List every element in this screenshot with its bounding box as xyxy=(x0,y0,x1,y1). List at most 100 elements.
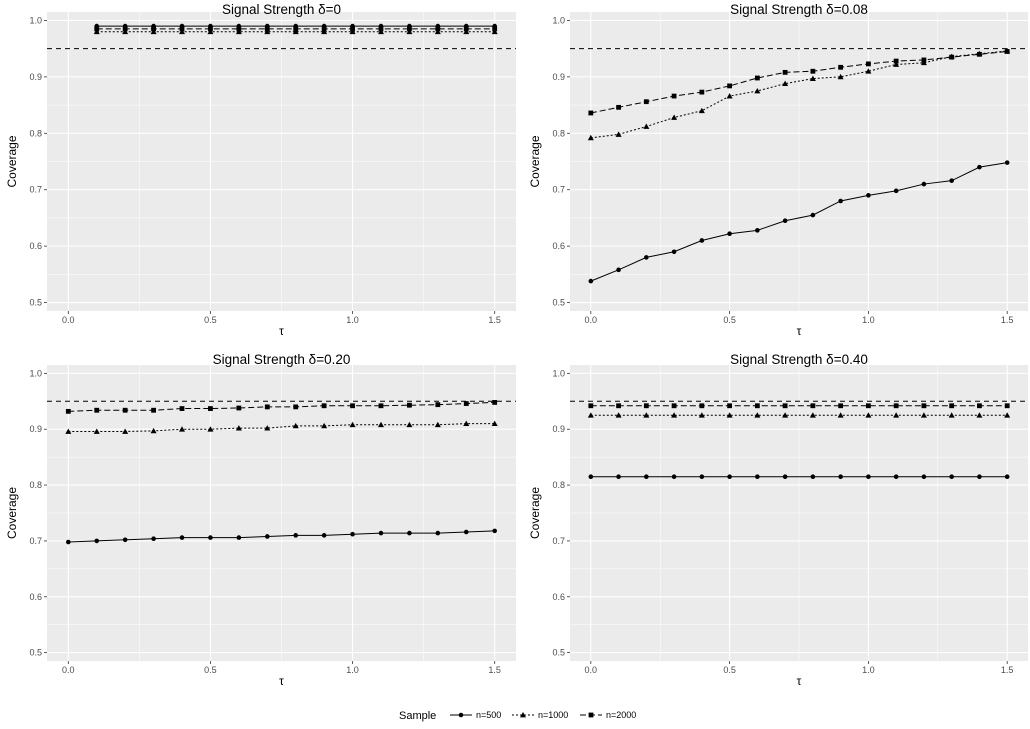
y-tick-label: 0.5 xyxy=(29,298,42,308)
point-n-500 xyxy=(727,474,732,479)
point-n-500 xyxy=(755,474,760,479)
point-n-1000 xyxy=(948,412,955,418)
point-n-1000 xyxy=(976,412,983,418)
point-n-2000 xyxy=(921,403,927,409)
y-tick-label: 0.7 xyxy=(29,185,42,195)
point-n-500 xyxy=(671,249,677,255)
y-tick-label: 0.8 xyxy=(29,128,42,138)
point-n-2000 xyxy=(65,408,71,414)
point-n-500 xyxy=(293,533,299,538)
point-n-500 xyxy=(616,474,621,479)
point-n-500 xyxy=(378,530,384,536)
legend-key-marker-n-2000 xyxy=(588,712,594,718)
point-n-2000 xyxy=(754,403,760,409)
point-n-2000 xyxy=(208,406,213,411)
point-n-500 xyxy=(866,193,871,198)
point-n-1000 xyxy=(782,412,789,418)
point-n-2000 xyxy=(122,26,128,32)
y-tick-label: 0.9 xyxy=(552,72,565,82)
point-n-2000 xyxy=(407,402,412,408)
legend-key-marker-n-500 xyxy=(458,712,464,718)
point-n-500 xyxy=(782,218,788,224)
legend: Sample n=500 n=1000 n=2000 xyxy=(399,710,636,722)
point-n-500 xyxy=(699,474,705,479)
point-n-2000 xyxy=(616,104,621,110)
point-n-2000 xyxy=(378,26,384,32)
point-n-2000 xyxy=(378,403,384,409)
point-n-1000 xyxy=(698,107,705,114)
point-n-1000 xyxy=(377,421,384,428)
point-n-500 xyxy=(977,474,982,479)
point-n-500 xyxy=(321,533,327,538)
y-tick-label: 0.7 xyxy=(552,536,565,546)
point-n-2000 xyxy=(643,403,649,409)
point-n-500 xyxy=(1004,160,1010,165)
point-n-500 xyxy=(407,530,412,536)
point-n-2000 xyxy=(407,26,412,32)
point-n-1000 xyxy=(893,61,900,67)
panel-title: Signal Strength δ=0 xyxy=(222,2,341,17)
point-n-500 xyxy=(616,267,621,273)
panel-2: 0.5 0.6 0.7 0.8 0.9 1.0 0.0 0.5 1.0 1.5 Signal Str… xyxy=(528,2,1028,338)
point-n-1000 xyxy=(865,412,872,418)
point-n-2000 xyxy=(949,403,955,409)
point-n-2000 xyxy=(977,403,982,409)
point-n-2000 xyxy=(699,403,705,409)
series-line-n-1000 xyxy=(68,423,495,432)
point-n-500 xyxy=(179,535,185,540)
point-n-1000 xyxy=(292,28,299,35)
point-n-2000 xyxy=(492,400,498,405)
y-tick-label: 0.7 xyxy=(552,185,565,195)
point-n-2000 xyxy=(699,89,705,95)
y-tick-label: 1.0 xyxy=(29,15,42,25)
x-tick-label: 1.5 xyxy=(488,315,501,325)
point-n-2000 xyxy=(94,407,100,413)
x-axis-title: τ xyxy=(279,324,284,338)
point-n-2000 xyxy=(208,26,213,32)
point-n-2000 xyxy=(350,26,355,32)
y-axis-title: Coverage xyxy=(5,135,19,187)
point-n-500 xyxy=(866,474,871,479)
y-tick-label: 1.0 xyxy=(552,368,565,378)
point-n-2000 xyxy=(151,407,156,413)
x-tick-label: 1.5 xyxy=(1001,315,1014,325)
point-n-2000 xyxy=(671,93,677,99)
point-n-500 xyxy=(949,178,954,183)
point-n-1000 xyxy=(321,422,328,429)
point-n-1000 xyxy=(179,426,186,432)
point-n-1000 xyxy=(587,134,594,141)
y-axis-title: Coverage xyxy=(528,487,542,539)
point-n-1000 xyxy=(491,420,498,427)
y-tick-label: 0.8 xyxy=(552,480,565,490)
point-n-1000 xyxy=(93,428,100,434)
y-tick-label: 0.6 xyxy=(552,592,565,602)
x-tick-label: 0.0 xyxy=(62,665,75,675)
point-n-2000 xyxy=(293,26,299,32)
point-n-1000 xyxy=(643,412,650,418)
point-n-2000 xyxy=(321,26,327,32)
point-n-500 xyxy=(208,535,213,540)
point-n-500 xyxy=(893,188,899,194)
series-line-n-500 xyxy=(590,162,1008,282)
point-n-1000 xyxy=(491,28,498,35)
point-n-1000 xyxy=(434,421,441,428)
point-n-1000 xyxy=(643,123,650,129)
point-n-1000 xyxy=(207,28,214,35)
point-n-500 xyxy=(151,536,156,541)
point-n-2000 xyxy=(782,403,788,409)
point-n-1000 xyxy=(406,421,413,428)
x-tick-label: 0.0 xyxy=(62,315,75,325)
point-n-500 xyxy=(671,474,677,479)
x-tick-label: 1.0 xyxy=(346,315,359,325)
panel-3: 0.5 0.6 0.7 0.8 0.9 1.0 0.0 0.5 1.0 1.5 Signal Str… xyxy=(5,352,516,688)
y-tick-label: 0.6 xyxy=(29,241,42,251)
x-tick-label: 0.0 xyxy=(585,665,598,675)
point-n-1000 xyxy=(349,28,356,35)
point-n-1000 xyxy=(615,131,622,137)
point-n-1000 xyxy=(264,425,271,431)
point-n-1000 xyxy=(671,114,678,120)
point-n-2000 xyxy=(921,57,927,63)
point-n-2000 xyxy=(321,403,327,409)
point-n-2000 xyxy=(810,403,816,409)
